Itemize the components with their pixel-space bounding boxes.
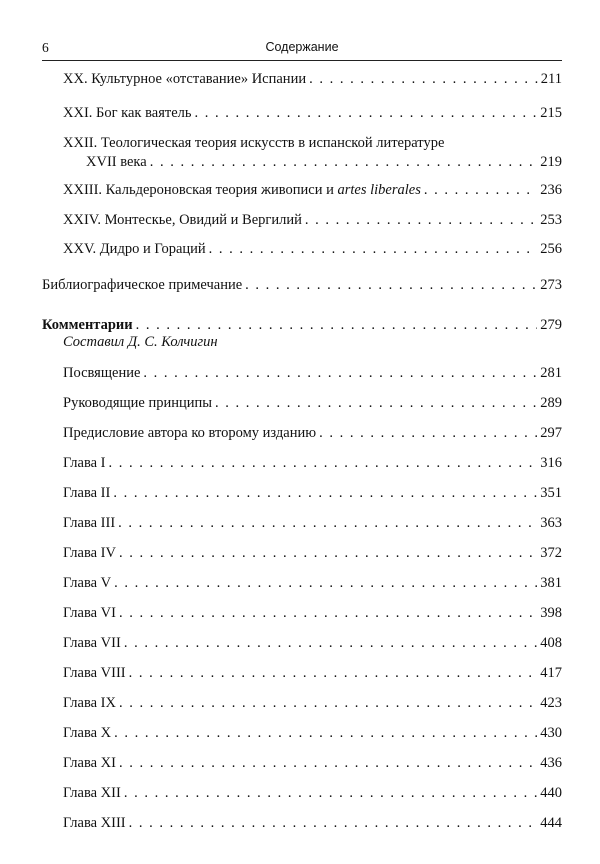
toc-entry[interactable]: XX. Культурное «отставание» Испании211 — [42, 70, 562, 88]
toc-entry[interactable]: Посвящение281 — [42, 364, 562, 382]
toc-entry[interactable]: Глава XII440 — [42, 784, 562, 802]
toc-entry[interactable]: Руководящие принципы289 — [42, 394, 562, 412]
dot-leader — [245, 276, 537, 294]
dot-leader — [118, 514, 537, 532]
dot-leader — [194, 104, 537, 122]
toc-entry[interactable]: Предисловие автора ко второму изданию297 — [42, 424, 562, 442]
toc-entry[interactable]: Глава XIII444 — [42, 814, 562, 832]
running-title: Содержание — [265, 40, 339, 54]
toc-entry[interactable]: XXIV. Монтескье, Овидий и Вергилий253 — [42, 211, 562, 229]
dot-leader — [136, 316, 538, 334]
toc-entry-commentary[interactable]: Комментарии279 — [42, 316, 562, 334]
dot-leader — [319, 424, 537, 442]
dot-leader — [119, 604, 537, 622]
dot-leader — [114, 724, 537, 742]
dot-leader — [129, 814, 538, 832]
toc-entry[interactable]: Глава XI436 — [42, 754, 562, 772]
dot-leader — [209, 240, 538, 258]
toc-entry[interactable]: Глава VIII417 — [42, 664, 562, 682]
compiler-note: Составил Д. С. Колчигин — [63, 334, 218, 350]
dot-leader — [119, 544, 537, 562]
dot-leader — [124, 784, 537, 802]
toc-entry-bibliography[interactable]: Библиографическое примечание273 — [42, 276, 562, 294]
dot-leader — [150, 153, 538, 171]
dot-leader — [215, 394, 537, 412]
toc-entry[interactable]: XVII века219 — [42, 153, 562, 171]
toc-entry[interactable]: Глава VI398 — [42, 604, 562, 622]
dot-leader — [309, 70, 538, 88]
toc-entry[interactable]: Глава V381 — [42, 574, 562, 592]
dot-leader — [124, 634, 537, 652]
dot-leader — [305, 211, 537, 229]
toc-entry[interactable]: XXV. Дидро и Гораций256 — [42, 240, 562, 258]
dot-leader — [119, 694, 537, 712]
dot-leader — [114, 574, 537, 592]
dot-leader — [424, 181, 537, 199]
toc-entry[interactable]: Глава IX423 — [42, 694, 562, 712]
running-header: 6 Содержание — [42, 38, 562, 61]
toc-entry[interactable]: Глава X430 — [42, 724, 562, 742]
toc-entry[interactable]: Глава III363 — [42, 514, 562, 532]
dot-leader — [119, 754, 537, 772]
toc-entry[interactable]: Глава VII408 — [42, 634, 562, 652]
dot-leader — [109, 454, 538, 472]
toc-entry-line1: XXII. Теологическая теория искусств в ис… — [63, 135, 445, 151]
dot-leader — [143, 364, 537, 382]
toc-entry[interactable]: XXIII. Кальдероновская теория живописи и… — [42, 181, 562, 199]
toc-entry[interactable]: XXI. Бог как ваятель215 — [42, 104, 562, 122]
toc-entry[interactable]: Глава I316 — [42, 454, 562, 472]
toc-entry[interactable]: Глава II351 — [42, 484, 562, 502]
toc-entry[interactable]: Глава IV372 — [42, 544, 562, 562]
dot-leader — [113, 484, 537, 502]
page-number: 6 — [42, 40, 49, 55]
dot-leader — [129, 664, 538, 682]
